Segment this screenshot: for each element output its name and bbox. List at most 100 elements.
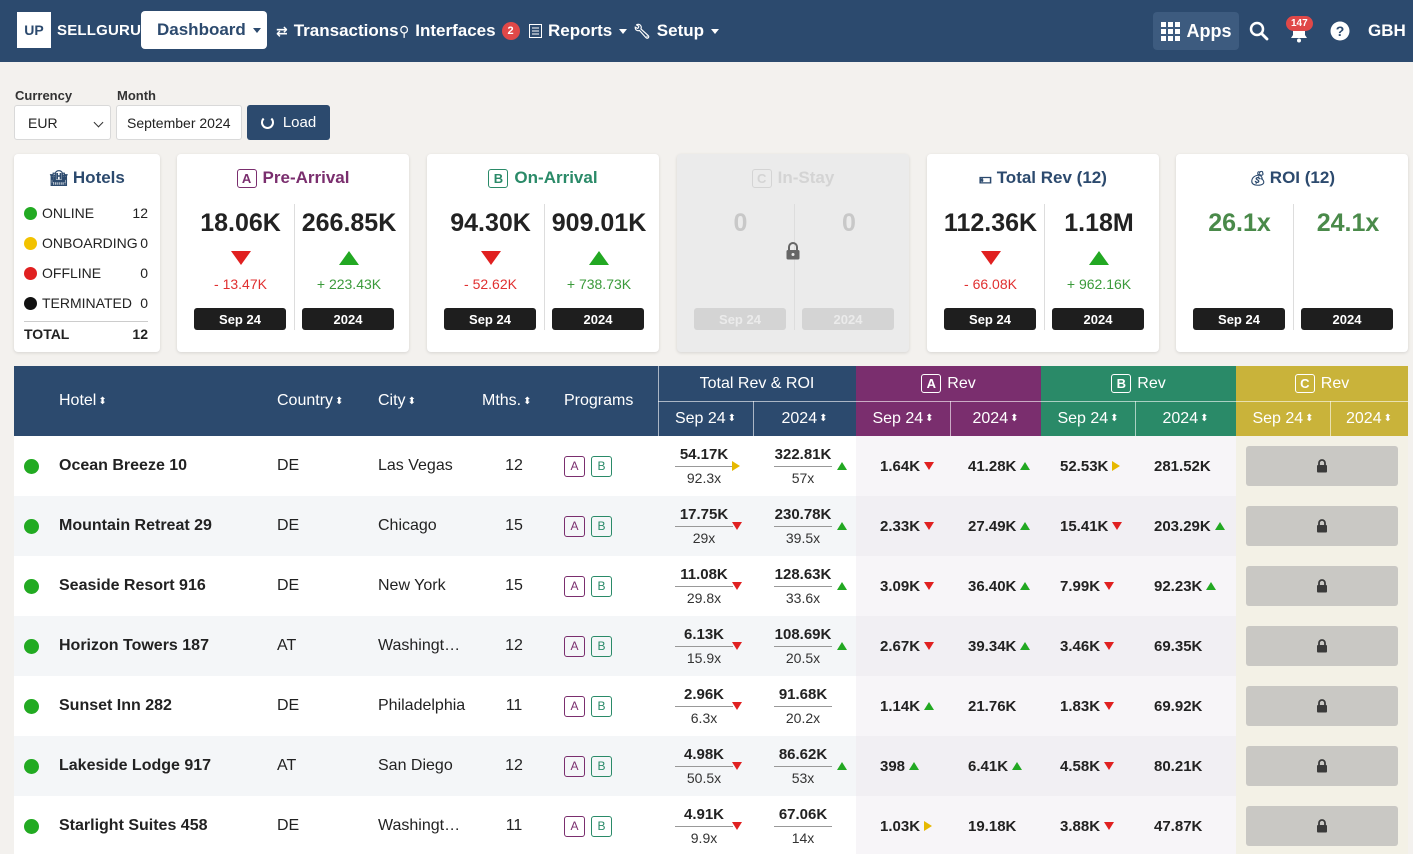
program-a-icon: A (921, 374, 942, 393)
program-a-icon[interactable]: A (564, 575, 585, 597)
trend-flat-icon (924, 821, 933, 831)
b-year-value: 80.21K (1154, 757, 1203, 775)
c-locked-button[interactable] (1246, 626, 1398, 666)
logo-mark: UP (17, 12, 51, 48)
table-row[interactable]: Lakeside Lodge 917 AT San Diego 12 A B 4… (14, 736, 1408, 796)
th-hotel[interactable]: Hotel ⬍ (59, 366, 107, 436)
c-locked-button[interactable] (1246, 446, 1398, 486)
program-b-icon[interactable]: B (591, 815, 612, 837)
lock-icon (1317, 699, 1327, 713)
status-online[interactable]: ONLINE 12 (24, 201, 148, 225)
table-row[interactable]: Sunset Inn 282 DE Philadelphia 11 A B 2.… (14, 676, 1408, 736)
rev-group-bg (856, 556, 1236, 616)
th-country[interactable]: Country ⬍ (277, 366, 343, 436)
help-icon[interactable]: ? (1330, 21, 1350, 41)
header-divider (658, 366, 659, 436)
total-sep-cell: 4.98K 50.5x (672, 736, 736, 796)
a-year-value: 6.41K (968, 757, 1009, 775)
search-icon[interactable] (1249, 21, 1269, 41)
hotel-name[interactable]: Sunset Inn 282 (59, 697, 172, 714)
programs-cell: A B (564, 556, 618, 616)
table-row[interactable]: Starlight Suites 458 DE Washingt… 11 A B… (14, 796, 1408, 854)
program-b-icon[interactable]: B (591, 515, 612, 537)
hotel-name[interactable]: Ocean Breeze 10 (59, 457, 188, 474)
program-a-icon[interactable]: A (564, 635, 585, 657)
th-a-group: A Rev (856, 366, 1041, 401)
in-stay-title: C In-Stay (677, 168, 909, 188)
load-button[interactable]: Load (247, 105, 330, 140)
card-title-text: On-Arrival (514, 168, 598, 187)
th-a-sep[interactable]: Sep 24 ⬍ (856, 401, 950, 436)
total-sep-value: 6.13K (675, 626, 733, 647)
th-months[interactable]: Mths. ⬍ (482, 366, 532, 436)
table-row[interactable]: Seaside Resort 916 DE New York 15 A B 11… (14, 556, 1408, 616)
c-locked-button[interactable] (1246, 566, 1398, 606)
status-onboarding[interactable]: ONBOARDING 0 (24, 231, 148, 255)
th-c-sep[interactable]: Sep 24 ⬍ (1236, 401, 1330, 436)
th-label: Mths. (482, 392, 522, 409)
sort-icon: ⬍ (727, 413, 737, 424)
table-row[interactable]: Mountain Retreat 29 DE Chicago 15 A B 17… (14, 496, 1408, 556)
program-b-icon[interactable]: B (591, 755, 612, 777)
b-year-cell: 203.29K (1154, 496, 1225, 556)
program-a-icon[interactable]: A (564, 695, 585, 717)
trend-down-icon (230, 251, 251, 265)
th-total-sep[interactable]: Sep 24 ⬍ (658, 401, 753, 436)
hotel-name[interactable]: Mountain Retreat 29 (59, 517, 212, 534)
c-locked-button[interactable] (1246, 686, 1398, 726)
th-a-year[interactable]: 2024 ⬍ (950, 401, 1041, 436)
table-row[interactable]: Horizon Towers 187 AT Washingt… 12 A B 6… (14, 616, 1408, 676)
logo[interactable]: UP SELLGURU (17, 12, 141, 48)
program-b-icon[interactable]: B (591, 455, 612, 477)
currency-select[interactable]: EUR (14, 105, 111, 140)
trend-down-icon (732, 642, 742, 650)
hotel-name[interactable]: Horizon Towers 187 (59, 637, 209, 654)
th-total-year[interactable]: 2024 ⬍ (753, 401, 856, 436)
program-b-icon[interactable]: B (591, 635, 612, 657)
metric-value: 26.1x (1208, 209, 1271, 237)
b-sep-value: 7.99K (1060, 577, 1101, 595)
program-b-icon[interactable]: B (591, 695, 612, 717)
chevron-down-icon (711, 28, 720, 34)
a-year-cell: 21.76K (968, 676, 1020, 736)
th-label: 2024 (1346, 409, 1382, 427)
status-count: 12 (132, 205, 148, 221)
c-locked-button[interactable] (1246, 806, 1398, 846)
program-b-icon[interactable]: B (591, 575, 612, 597)
nav-transactions[interactable]: ⇄ Transactions (276, 0, 399, 62)
table-row[interactable]: Ocean Breeze 10 DE Las Vegas 12 A B 54.1… (14, 436, 1408, 496)
c-locked-button[interactable] (1246, 506, 1398, 546)
th-b-year[interactable]: 2024 ⬍ (1135, 401, 1236, 436)
sort-icon: ⬍ (925, 413, 934, 424)
account-menu[interactable]: GBH (1368, 0, 1413, 62)
program-a-icon[interactable]: A (564, 455, 585, 477)
nav-setup[interactable]: 🔧︎ Setup (633, 0, 720, 62)
hotel-name[interactable]: Lakeside Lodge 917 (59, 757, 212, 774)
metric-year-col: 0 2024 (795, 204, 903, 330)
hotel-name[interactable]: Starlight Suites 458 (59, 817, 208, 834)
total-sep-cell: 17.75K 29x (672, 496, 736, 556)
nav-dashboard[interactable]: Dashboard (141, 11, 267, 49)
months-cell: 11 (505, 817, 523, 834)
th-label: Hotel (59, 392, 97, 409)
total-sep-trend (732, 736, 742, 796)
program-a-icon[interactable]: A (564, 515, 585, 537)
c-locked-button[interactable] (1246, 746, 1398, 786)
nav-interfaces[interactable]: ⚲ Interfaces 2 (399, 0, 520, 62)
apps-button[interactable]: Apps (1153, 12, 1239, 50)
status-offline[interactable]: OFFLINE 0 (24, 261, 148, 285)
program-a-icon[interactable]: A (564, 815, 585, 837)
program-a-icon[interactable]: A (564, 755, 585, 777)
program-a-icon: A (236, 168, 257, 188)
nav-reports[interactable]: Reports (529, 0, 628, 62)
online-status-dot-icon (24, 698, 39, 714)
th-b-group: B Rev (1041, 366, 1236, 401)
th-b-sep[interactable]: Sep 24 ⬍ (1041, 401, 1135, 436)
status-terminated[interactable]: TERMINATED 0 (24, 291, 148, 315)
month-picker[interactable]: September 2024 (116, 105, 242, 140)
metric-value: 266.85K (301, 209, 397, 237)
th-c-year[interactable]: 2024 ⬍ (1330, 401, 1408, 436)
hotel-name[interactable]: Seaside Resort 916 (59, 577, 206, 594)
th-city[interactable]: City ⬍ (378, 366, 416, 436)
exchange-icon: ⇄ (276, 22, 288, 39)
